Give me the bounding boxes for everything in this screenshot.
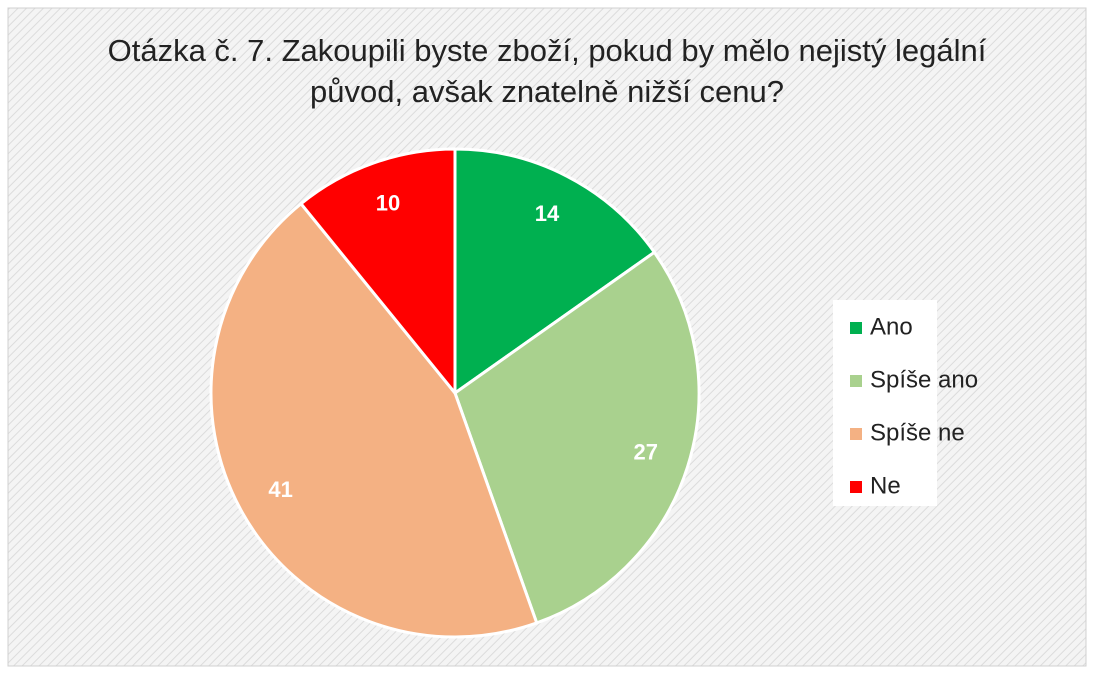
- legend-swatch: [850, 481, 862, 493]
- legend-label: Ne: [870, 472, 901, 499]
- legend-label: Spíše ano: [870, 366, 978, 393]
- data-label: 10: [376, 190, 400, 215]
- legend-label: Ano: [870, 313, 913, 340]
- legend-swatch: [850, 428, 862, 440]
- chart-title: Otázka č. 7. Zakoupili byste zboží, poku…: [107, 33, 987, 109]
- legend-swatch: [850, 375, 862, 387]
- pie-slice: [453, 147, 657, 396]
- legend-swatch: [850, 322, 862, 334]
- pie-slice: [298, 147, 457, 398]
- pie-slice: [209, 201, 539, 639]
- data-label: 27: [633, 439, 657, 464]
- legend-box: [833, 300, 937, 506]
- pie-slice: [453, 250, 701, 625]
- data-label: 14: [535, 201, 560, 226]
- legend-label: Spíše ne: [870, 419, 965, 446]
- data-label: 41: [268, 477, 292, 502]
